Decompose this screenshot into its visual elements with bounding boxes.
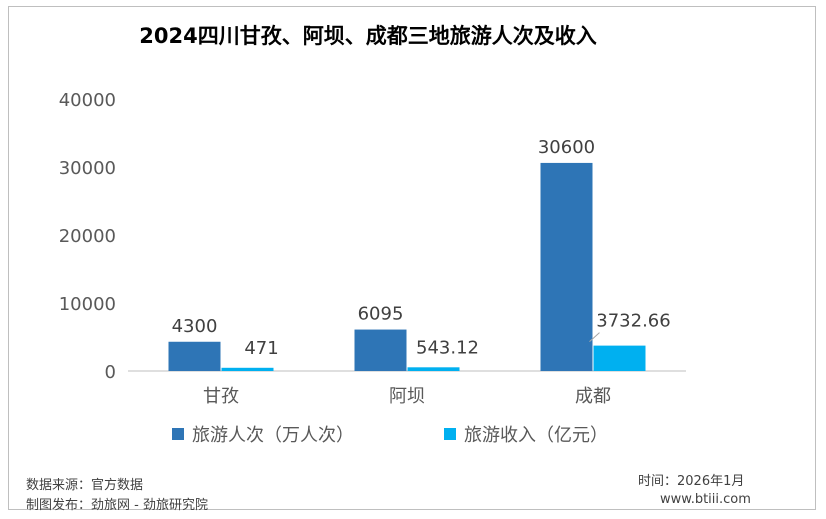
x-tick-label: 阿坝 — [389, 386, 425, 407]
publisher: 制图发布：劲旅网 - 劲旅研究院 — [26, 498, 208, 513]
x-tick-label: 甘孜 — [203, 386, 239, 407]
bar — [407, 367, 460, 371]
bar — [168, 341, 221, 371]
chart-frame — [8, 6, 816, 510]
bar — [221, 367, 274, 371]
x-tick-label: 成都 — [575, 386, 611, 407]
data-label: 3732.66 — [596, 311, 670, 332]
y-tick-label: 30000 — [59, 158, 116, 179]
data-label: 6095 — [358, 304, 404, 325]
data-label: 471 — [244, 338, 278, 359]
legend-swatch — [172, 428, 184, 440]
data-source: 数据来源：官方数据 — [26, 478, 144, 493]
data-label: 4300 — [172, 316, 218, 337]
bar — [593, 345, 646, 371]
y-tick-label: 10000 — [59, 294, 116, 315]
legend-label: 旅游收入（亿元） — [464, 425, 608, 446]
data-label: 543.12 — [416, 337, 479, 358]
bar — [354, 329, 407, 371]
bar — [540, 162, 593, 371]
publish-time: 时间：2026年1月 — [638, 474, 745, 489]
legend-label: 旅游人次（万人次） — [192, 425, 354, 446]
y-tick-label: 0 — [105, 362, 116, 383]
website: www.btiii.com — [660, 492, 751, 507]
legend-swatch — [444, 428, 456, 440]
label-leader-line — [589, 332, 600, 342]
y-tick-label: 20000 — [59, 226, 116, 247]
chart-title: 2024四川甘孜、阿坝、成都三地旅游人次及收入 — [139, 24, 597, 48]
data-label: 30600 — [538, 137, 595, 158]
y-tick-label: 40000 — [59, 90, 116, 111]
